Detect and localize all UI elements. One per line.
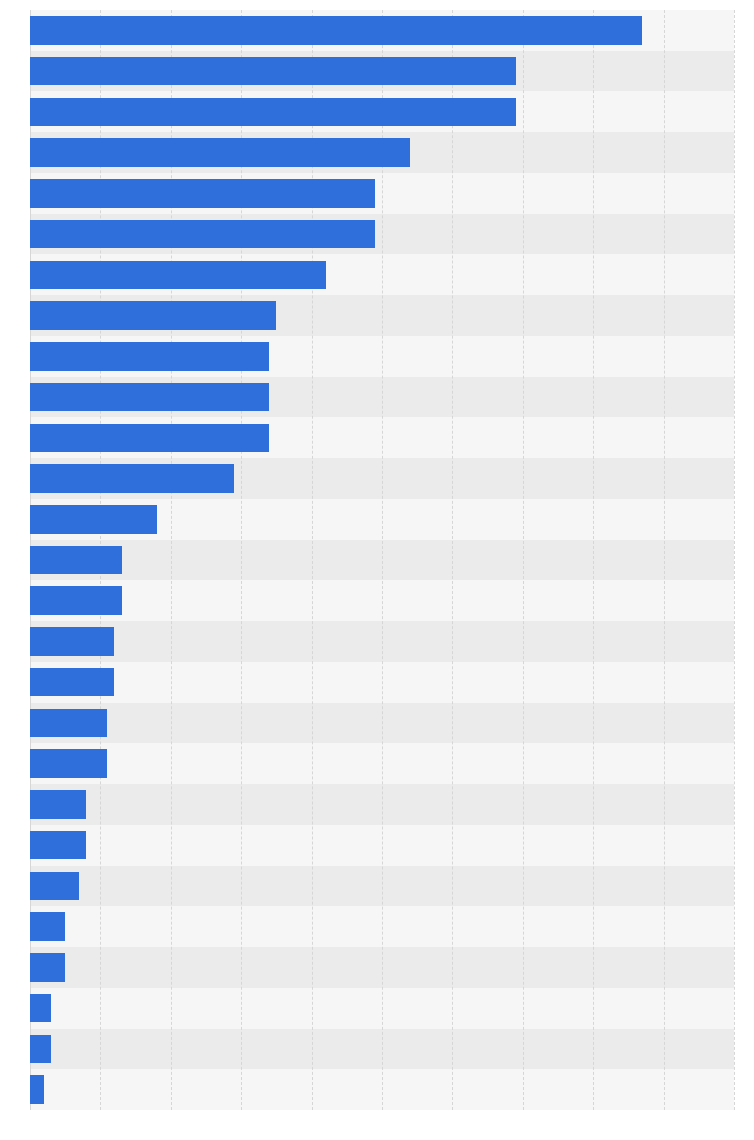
bar <box>30 16 642 45</box>
bar-row <box>30 505 734 534</box>
bar-row <box>30 138 734 167</box>
bar-row <box>30 749 734 778</box>
bar-chart <box>0 0 754 1140</box>
bar <box>30 383 269 412</box>
bar <box>30 138 410 167</box>
bar <box>30 464 234 493</box>
bar <box>30 261 326 290</box>
bar-row <box>30 668 734 697</box>
bar-row <box>30 546 734 575</box>
bar-row <box>30 709 734 738</box>
bar-row <box>30 464 734 493</box>
bar <box>30 301 276 330</box>
bar <box>30 179 375 208</box>
bar <box>30 424 269 453</box>
bar <box>30 505 157 534</box>
bar <box>30 586 122 615</box>
bar <box>30 220 375 249</box>
bar <box>30 831 86 860</box>
bar-row <box>30 220 734 249</box>
bar-row <box>30 912 734 941</box>
bar-row <box>30 1075 734 1104</box>
bar-row <box>30 586 734 615</box>
bar-row <box>30 179 734 208</box>
bar <box>30 872 79 901</box>
bar-row <box>30 342 734 371</box>
bar-row <box>30 98 734 127</box>
bar-row <box>30 953 734 982</box>
bar-row <box>30 16 734 45</box>
bar <box>30 912 65 941</box>
bar <box>30 668 114 697</box>
bar <box>30 342 269 371</box>
plot-area <box>30 10 734 1110</box>
bar-row <box>30 424 734 453</box>
bar <box>30 98 516 127</box>
bar <box>30 749 107 778</box>
bar-row <box>30 261 734 290</box>
bar <box>30 994 51 1023</box>
bar-row <box>30 1035 734 1064</box>
bar <box>30 790 86 819</box>
bar-row <box>30 57 734 86</box>
bar-row <box>30 383 734 412</box>
bar <box>30 1075 44 1104</box>
bar-row <box>30 627 734 656</box>
bar <box>30 546 122 575</box>
bar <box>30 57 516 86</box>
bar-row <box>30 301 734 330</box>
bar <box>30 1035 51 1064</box>
bar <box>30 627 114 656</box>
bar-row <box>30 994 734 1023</box>
grid-line <box>734 10 735 1110</box>
bar-row <box>30 872 734 901</box>
bar-row <box>30 790 734 819</box>
bar <box>30 953 65 982</box>
bar-row <box>30 831 734 860</box>
bar <box>30 709 107 738</box>
